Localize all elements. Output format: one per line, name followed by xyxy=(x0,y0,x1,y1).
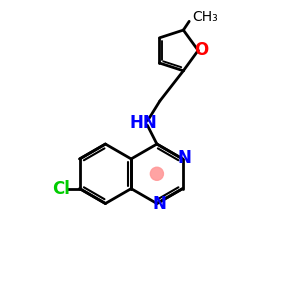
Text: HN: HN xyxy=(130,114,158,132)
Text: CH₃: CH₃ xyxy=(192,10,218,24)
Text: Cl: Cl xyxy=(52,180,70,198)
Circle shape xyxy=(150,167,164,180)
Text: N: N xyxy=(152,195,166,213)
Text: O: O xyxy=(195,41,209,59)
Text: N: N xyxy=(178,149,192,167)
